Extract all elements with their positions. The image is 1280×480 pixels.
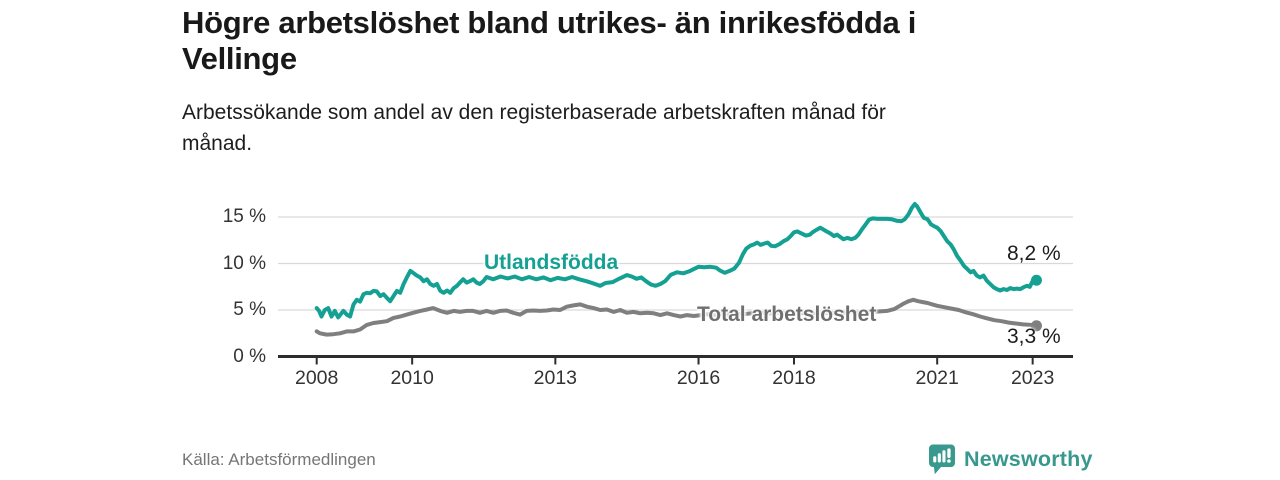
series-label-total-arbetsloshet: Total arbetslöshet (697, 303, 877, 326)
x-axis-label-2023: 2023 (1010, 367, 1055, 389)
end-dot-total (1030, 320, 1042, 332)
series-line-utlandsfodda (314, 202, 1039, 320)
x-axis-label-2008: 2008 (294, 367, 339, 389)
x-axis-label-2013: 2013 (533, 367, 578, 389)
end-value-label-total: 3,3 % (1007, 325, 1061, 348)
x-axis-label-2016: 2016 (676, 367, 721, 389)
x-axis-label-2021: 2021 (915, 367, 959, 389)
y-axis-label-10: 10 % (222, 252, 266, 274)
x-axis-label-2010: 2010 (390, 367, 434, 389)
chart-subtitle-line2: månad. (182, 132, 253, 155)
x-axis-label-2018: 2018 (772, 367, 816, 389)
page-title: Högre arbetslöshet bland utrikes- än inr… (182, 5, 1102, 77)
series-line-total (314, 297, 1039, 337)
source-attribution: Källa: Arbetsförmedlingen (182, 450, 376, 469)
page-title-line2: Vellinge (182, 41, 297, 76)
newsworthy-logo-icon (929, 444, 955, 475)
chart-subtitle-line1: Arbetssökande som andel av den registerb… (182, 101, 886, 124)
y-axis-label-5: 5 % (233, 299, 266, 320)
chart-subtitle: Arbetssökande som andel av den registerb… (182, 97, 1082, 159)
end-value-label-utlandsfodda: 8,2 % (1007, 242, 1061, 265)
newsworthy-logo-text: Newsworthy (964, 447, 1093, 471)
y-axis-label-15: 15 % (222, 206, 266, 227)
page-title-line1: Högre arbetslöshet bland utrikes- än inr… (182, 5, 917, 40)
end-dot-utlandsfodda (1030, 274, 1042, 286)
newsworthy-logo: Newsworthy (928, 444, 1093, 475)
series-label-utlandsfodda: Utlandsfödda (484, 251, 619, 274)
y-axis-label-0: 0 % (233, 345, 266, 367)
